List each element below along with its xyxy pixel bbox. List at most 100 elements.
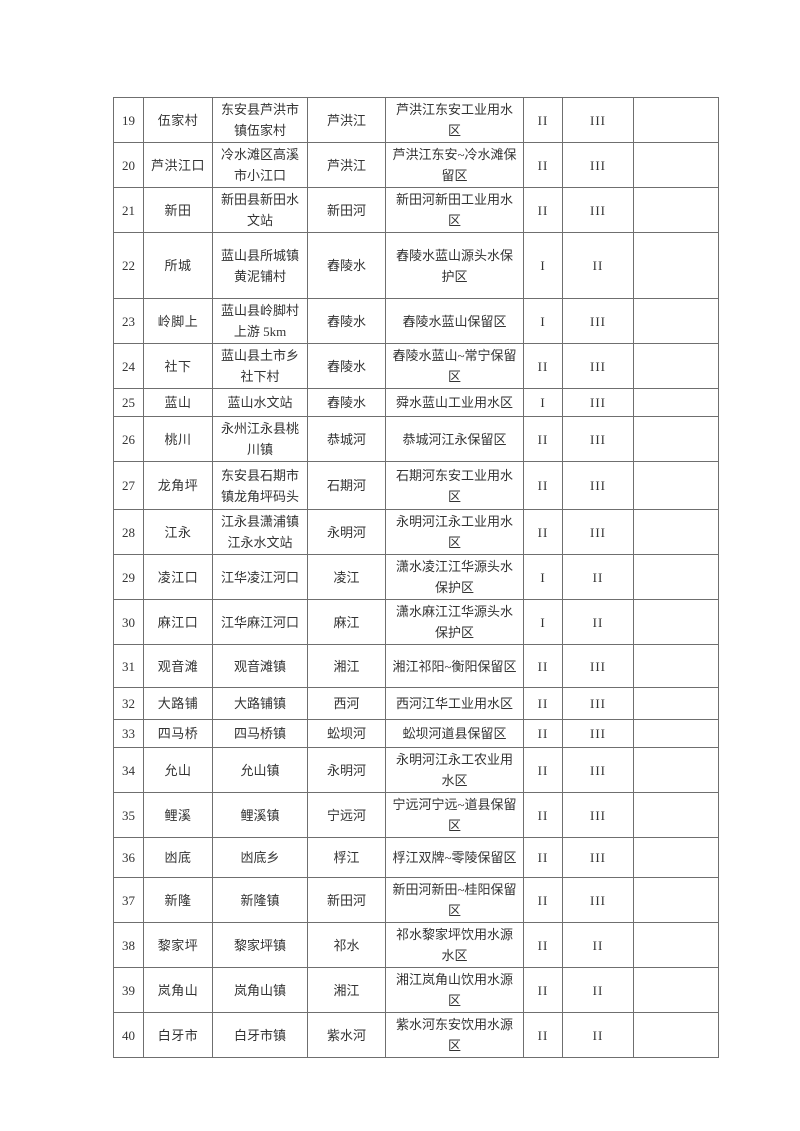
table-row: 21 新田 新田县新田水文站 新田河 新田河新田工业用水区 II III (113, 187, 719, 233)
table-row: 36 凼底 凼底乡 桴江 桴江双牌~零陵保留区 II III (113, 837, 719, 878)
cell-water-class-target: III (562, 687, 634, 720)
cell-function-zone: 蚣坝河道县保留区 (385, 719, 524, 748)
cell-remark (633, 416, 719, 462)
cell-function-zone: 芦洪江东安工业用水区 (385, 97, 524, 143)
cell-function-zone: 新田河新田工业用水区 (385, 187, 524, 233)
cell-remark (633, 877, 719, 923)
cell-location: 新田县新田水文站 (212, 187, 308, 233)
cell-station-name: 允山 (143, 747, 213, 793)
cell-water-class-target: III (562, 747, 634, 793)
cell-function-zone: 永明河江永工业用水区 (385, 509, 524, 555)
cell-water-class-current: II (523, 644, 563, 688)
cell-location: 蓝山县岭脚村上游 5km (212, 298, 308, 344)
cell-function-zone: 潇水凌江江华源头水保护区 (385, 554, 524, 600)
cell-water-class-current: I (523, 388, 563, 417)
cell-function-zone: 宁远河宁远~道县保留区 (385, 792, 524, 838)
table-row: 33 四马桥 四马桥镇 蚣坝河 蚣坝河道县保留区 II III (113, 719, 719, 748)
cell-function-zone: 桴江双牌~零陵保留区 (385, 837, 524, 878)
cell-river: 湘江 (307, 967, 386, 1013)
cell-function-zone: 芦洪江东安~冷水滩保留区 (385, 142, 524, 188)
table-row: 28 江永 江永县潇浦镇江永水文站 永明河 永明河江永工业用水区 II III (113, 509, 719, 555)
cell-remark (633, 687, 719, 720)
cell-river: 恭城河 (307, 416, 386, 462)
table-row: 22 所城 蓝山县所城镇黄泥铺村 舂陵水 舂陵水蓝山源头水保护区 I II (113, 232, 719, 299)
cell-water-class-target: II (562, 554, 634, 600)
cell-water-class-current: II (523, 837, 563, 878)
cell-remark (633, 837, 719, 878)
cell-function-zone: 紫水河东安饮用水源区 (385, 1012, 524, 1058)
table-row: 23 岭脚上 蓝山县岭脚村上游 5km 舂陵水 舂陵水蓝山保留区 I III (113, 298, 719, 344)
cell-water-class-current: II (523, 792, 563, 838)
cell-river: 新田河 (307, 187, 386, 233)
cell-function-zone: 潇水麻江江华源头水保护区 (385, 599, 524, 645)
cell-location: 蓝山县所城镇黄泥铺村 (212, 232, 308, 299)
cell-number: 37 (113, 877, 144, 923)
cell-water-class-target: III (562, 719, 634, 748)
cell-remark (633, 599, 719, 645)
cell-station-name: 鲤溪 (143, 792, 213, 838)
cell-water-class-target: II (562, 599, 634, 645)
cell-station-name: 蓝山 (143, 388, 213, 417)
cell-station-name: 新田 (143, 187, 213, 233)
cell-function-zone: 祁水黎家坪饮用水源水区 (385, 922, 524, 968)
table-row: 30 麻江口 江华麻江河口 麻江 潇水麻江江华源头水保护区 I II (113, 599, 719, 645)
cell-water-class-current: II (523, 922, 563, 968)
cell-water-class-target: III (562, 837, 634, 878)
cell-water-class-target: III (562, 388, 634, 417)
cell-river: 凌江 (307, 554, 386, 600)
cell-number: 34 (113, 747, 144, 793)
cell-remark (633, 509, 719, 555)
cell-location: 江永县潇浦镇江永水文站 (212, 509, 308, 555)
cell-station-name: 江永 (143, 509, 213, 555)
cell-location: 江华凌江河口 (212, 554, 308, 600)
table-row: 27 龙角坪 东安县石期市镇龙角坪码头 石期河 石期河东安工业用水区 II III (113, 461, 719, 510)
cell-water-class-current: II (523, 187, 563, 233)
cell-location: 冷水滩区高溪市小江口 (212, 142, 308, 188)
cell-number: 23 (113, 298, 144, 344)
cell-water-class-current: II (523, 719, 563, 748)
cell-river: 永明河 (307, 509, 386, 555)
table-row: 29 凌江口 江华凌江河口 凌江 潇水凌江江华源头水保护区 I II (113, 554, 719, 600)
cell-station-name: 社下 (143, 343, 213, 389)
cell-remark (633, 298, 719, 344)
cell-water-class-target: III (562, 644, 634, 688)
cell-river: 蚣坝河 (307, 719, 386, 748)
cell-water-class-target: III (562, 142, 634, 188)
cell-water-class-current: I (523, 232, 563, 299)
cell-river: 祁水 (307, 922, 386, 968)
cell-location: 东安县芦洪市镇伍家村 (212, 97, 308, 143)
cell-water-class-target: II (562, 967, 634, 1013)
cell-remark (633, 922, 719, 968)
cell-location: 新隆镇 (212, 877, 308, 923)
cell-number: 38 (113, 922, 144, 968)
cell-water-class-target: III (562, 298, 634, 344)
cell-location: 东安县石期市镇龙角坪码头 (212, 461, 308, 510)
cell-water-class-current: II (523, 343, 563, 389)
cell-number: 32 (113, 687, 144, 720)
cell-water-class-target: III (562, 187, 634, 233)
cell-number: 33 (113, 719, 144, 748)
cell-river: 永明河 (307, 747, 386, 793)
cell-location: 四马桥镇 (212, 719, 308, 748)
cell-station-name: 白牙市 (143, 1012, 213, 1058)
cell-number: 31 (113, 644, 144, 688)
cell-station-name: 凼底 (143, 837, 213, 878)
cell-function-zone: 新田河新田~桂阳保留区 (385, 877, 524, 923)
cell-number: 36 (113, 837, 144, 878)
cell-river: 西河 (307, 687, 386, 720)
cell-water-class-current: II (523, 967, 563, 1013)
cell-station-name: 龙角坪 (143, 461, 213, 510)
cell-location: 蓝山水文站 (212, 388, 308, 417)
cell-station-name: 岭脚上 (143, 298, 213, 344)
cell-water-class-current: II (523, 142, 563, 188)
cell-location: 永州江永县桃川镇 (212, 416, 308, 462)
cell-location: 鲤溪镇 (212, 792, 308, 838)
cell-water-class-target: III (562, 97, 634, 143)
cell-number: 40 (113, 1012, 144, 1058)
cell-remark (633, 187, 719, 233)
cell-station-name: 新隆 (143, 877, 213, 923)
table-row: 19 伍家村 东安县芦洪市镇伍家村 芦洪江 芦洪江东安工业用水区 II III (113, 97, 719, 143)
table-row: 32 大路铺 大路铺镇 西河 西河江华工业用水区 II III (113, 687, 719, 720)
cell-location: 蓝山县土市乡社下村 (212, 343, 308, 389)
cell-station-name: 观音滩 (143, 644, 213, 688)
